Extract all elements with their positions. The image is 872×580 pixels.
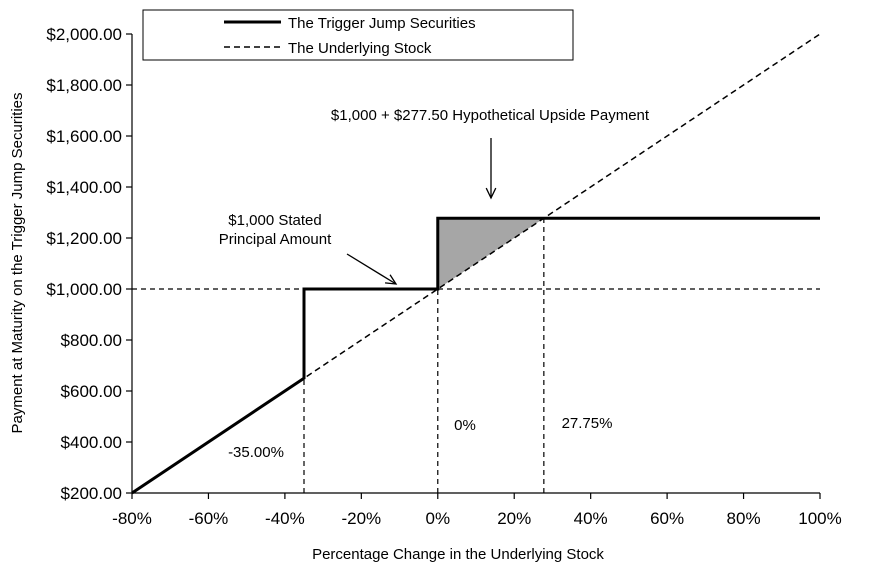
x-tick-label: -60% (189, 509, 229, 528)
annotation-stated-principal: $1,000 Stated Principal Amount (219, 212, 332, 248)
annotation-upside-percent: 27.75% (562, 415, 613, 432)
y-tick-label: $1,800.00 (46, 76, 122, 95)
arrow-principal-head (384, 274, 398, 285)
annotations-layer: $1,000 + $277.50 Hypothetical Upside Pay… (219, 107, 650, 461)
x-tick-label: -40% (265, 509, 305, 528)
arrow-upside-head (485, 187, 497, 200)
y-tick-label: $2,000.00 (46, 25, 122, 44)
series-line-1 (131, 33, 821, 494)
annotation-upside-payment-line: $1,000 + $277.50 Hypothetical Upside Pay… (331, 107, 650, 124)
x-tick-label: 100% (798, 509, 841, 528)
y-tick-label: $200.00 (61, 484, 122, 503)
annotation-trigger-level-line: -35.00% (228, 444, 284, 461)
y-tick-label: $1,200.00 (46, 229, 122, 248)
legend-label-stock: The Underlying Stock (288, 40, 432, 57)
legend-box (142, 9, 574, 61)
y-tick-label: $800.00 (61, 331, 122, 350)
x-tick-label: 60% (650, 509, 684, 528)
y-axis-title: Payment at Maturity on the Trigger Jump … (9, 93, 26, 434)
arrow-principal-shaft (346, 253, 397, 285)
y-tick-label: $400.00 (61, 433, 122, 452)
legend: The Trigger Jump Securities The Underlyi… (142, 9, 574, 61)
annotation-stated-principal-line: Principal Amount (219, 231, 332, 248)
annotation-trigger-level: -35.00% (228, 444, 284, 461)
tick-labels-layer: $200.00 $400.00 $600.00 $800.00 $1,000.00 $1,… (46, 25, 841, 528)
annotation-stated-principal-line: $1,000 Stated (228, 212, 321, 229)
y-tick-label: $1,000.00 (46, 280, 122, 299)
x-tick-label: 0% (425, 509, 450, 528)
series-layer (131, 33, 821, 495)
legend-label-securities: The Trigger Jump Securities (288, 15, 476, 32)
annotation-upside-percent-line: 27.75% (562, 415, 613, 432)
reference-lines-layer (132, 218, 820, 493)
x-tick-label: -20% (341, 509, 381, 528)
y-tick-label: $1,400.00 (46, 178, 122, 197)
annotation-zero-percent: 0% (454, 417, 476, 434)
annotation-upside-payment: $1,000 + $277.50 Hypothetical Upside Pay… (331, 107, 650, 124)
y-tick-label: $600.00 (61, 382, 122, 401)
x-axis-title: Percentage Change in the Underlying Stoc… (312, 546, 604, 563)
axes-layer (126, 33, 821, 499)
x-tick-label: 20% (497, 509, 531, 528)
x-tick-label: -80% (112, 509, 152, 528)
annotation-zero-percent-line: 0% (454, 417, 476, 434)
x-tick-label: 80% (727, 509, 761, 528)
y-tick-label: $1,600.00 (46, 127, 122, 146)
x-tick-label: 40% (574, 509, 608, 528)
